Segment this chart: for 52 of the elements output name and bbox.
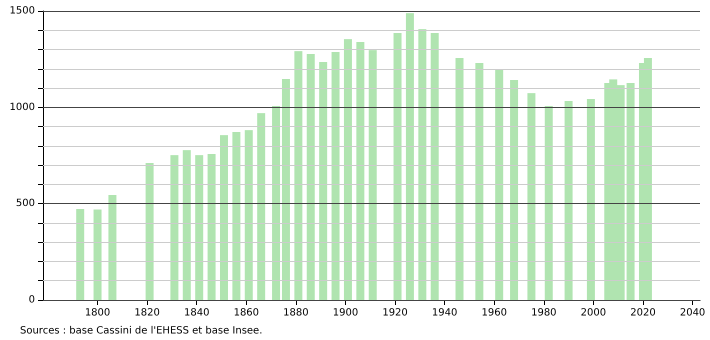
bar — [182, 150, 191, 300]
x-tick-label: 2000 — [580, 308, 606, 318]
bar — [220, 135, 228, 300]
y-tick-label: 1000 — [10, 102, 35, 113]
y-tick-label: 1500 — [10, 6, 35, 16]
y-tick-label: 500 — [16, 198, 35, 210]
bar — [108, 194, 116, 300]
bar — [406, 13, 414, 300]
x-tick-label: 1820 — [134, 308, 160, 318]
bar — [527, 93, 536, 300]
bar — [430, 32, 439, 300]
x-tick-label: 1800 — [84, 308, 110, 318]
source-note: Sources : base Cassini de l'EHESS et base Insee. — [20, 326, 262, 336]
y-tick-label: 0 — [28, 294, 35, 306]
bar — [418, 29, 426, 300]
x-tick-label: 1860 — [234, 308, 260, 318]
bar — [586, 99, 595, 300]
bar — [368, 50, 377, 300]
bar — [282, 79, 290, 300]
bar — [272, 106, 280, 300]
bar — [394, 32, 402, 300]
bar — [76, 209, 84, 300]
x-tick-label: 1900 — [332, 308, 358, 318]
bar — [564, 100, 573, 300]
x-tick-label: 2040 — [680, 308, 706, 318]
bar — [626, 83, 635, 300]
bar — [356, 42, 364, 300]
bar — [257, 113, 266, 300]
bar — [306, 54, 315, 300]
x-tick-label: 1920 — [382, 308, 408, 318]
bar — [195, 155, 204, 300]
x-tick-label: 1880 — [283, 308, 309, 318]
bar — [495, 70, 504, 300]
bar — [332, 52, 340, 300]
bar — [456, 58, 464, 300]
bar — [244, 130, 253, 300]
bar — [475, 63, 484, 300]
bar — [510, 80, 518, 300]
x-tick-label: 1980 — [531, 308, 557, 318]
x-tick-label: 1940 — [432, 308, 458, 318]
bar — [344, 39, 352, 300]
bar — [170, 155, 178, 300]
bar — [146, 163, 154, 300]
bar — [319, 62, 328, 300]
bar — [232, 132, 240, 300]
bar — [544, 106, 553, 300]
bar — [294, 51, 302, 300]
x-tick-label: 1960 — [481, 308, 507, 318]
x-tick-label: 1840 — [184, 308, 210, 318]
bar — [208, 154, 216, 300]
bar — [94, 209, 102, 300]
x-tick-label: 2020 — [630, 308, 656, 318]
